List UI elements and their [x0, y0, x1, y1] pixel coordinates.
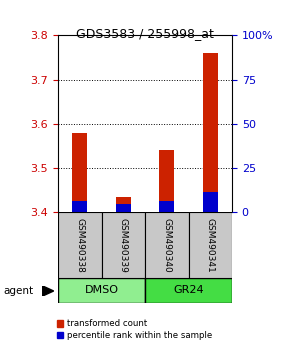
Polygon shape	[42, 286, 54, 296]
Bar	[72, 201, 87, 212]
Bar	[159, 201, 174, 212]
Text: DMSO: DMSO	[84, 285, 119, 295]
Text: GSM490340: GSM490340	[162, 218, 171, 273]
Bar	[102, 212, 145, 278]
Text: GSM490338: GSM490338	[75, 218, 84, 273]
Legend: transformed count, percentile rank within the sample: transformed count, percentile rank withi…	[57, 319, 212, 340]
Bar	[203, 53, 218, 212]
Bar	[188, 212, 232, 278]
Text: agent: agent	[3, 286, 33, 296]
Bar	[58, 278, 145, 303]
Text: GR24: GR24	[173, 285, 204, 295]
Bar	[145, 212, 188, 278]
Bar	[72, 133, 87, 212]
Bar	[116, 204, 131, 212]
Bar	[203, 193, 218, 212]
Bar	[116, 197, 131, 212]
Bar	[159, 150, 174, 212]
Bar	[145, 278, 232, 303]
Bar	[58, 212, 102, 278]
Text: GSM490339: GSM490339	[119, 218, 128, 273]
Text: GSM490341: GSM490341	[206, 218, 215, 273]
Text: GDS3583 / 255998_at: GDS3583 / 255998_at	[76, 27, 214, 40]
